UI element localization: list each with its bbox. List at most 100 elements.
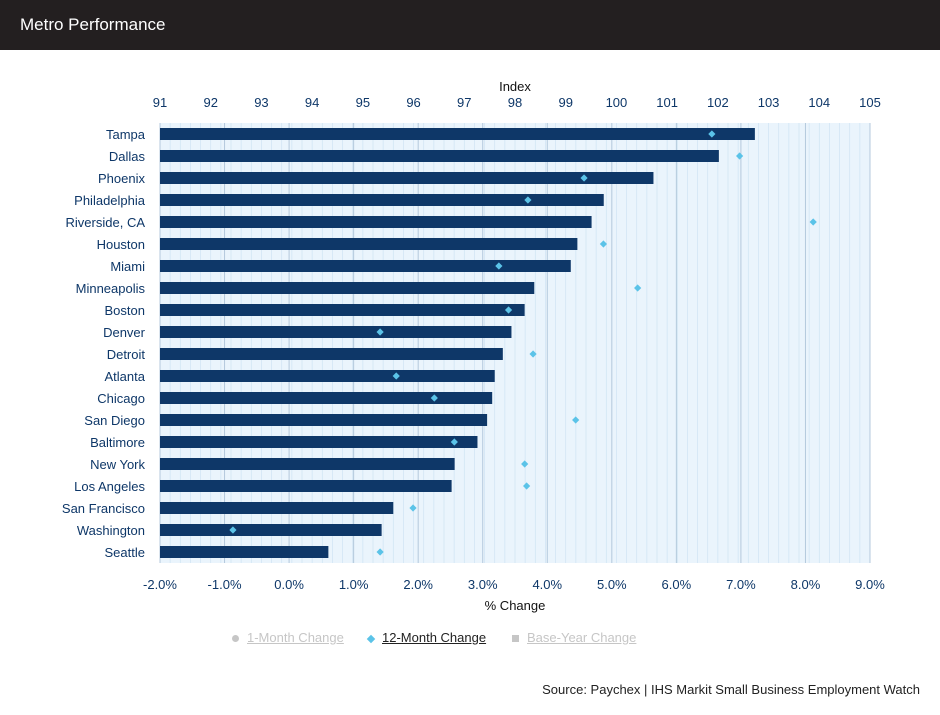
page-title: Metro Performance xyxy=(20,15,166,34)
metro-performance-chart: 91 92 93 94 95 96 97 98 99 100 101 102 103 104 105 Inde… xyxy=(62,79,885,613)
category-label: Minneapolis xyxy=(76,281,146,296)
12-month-change-marker xyxy=(599,240,608,248)
category-label: Atlanta xyxy=(105,369,146,384)
category-label: Detroit xyxy=(107,347,146,362)
index-bar xyxy=(160,392,493,404)
category-label: New York xyxy=(90,457,145,472)
chart-legend: 1-Month Change 12-Month Change Base-Year… xyxy=(0,630,940,650)
bottom-axis-tick-label: 5.0% xyxy=(597,577,627,592)
source-note: Source: Paychex | IHS Markit Small Busin… xyxy=(542,682,920,697)
12-month-change-marker xyxy=(529,350,537,358)
index-bar xyxy=(160,128,755,140)
top-axis-tick-label: 92 xyxy=(203,95,217,110)
12-month-change-marker xyxy=(523,482,531,490)
index-bar xyxy=(160,216,592,228)
bottom-axis-tick-label: -2.0% xyxy=(143,577,177,592)
legend-label: Base-Year Change xyxy=(527,630,637,645)
bottom-axis-tick-label: 8.0% xyxy=(791,577,821,592)
bottom-axis-tick-label: 4.0% xyxy=(532,577,562,592)
index-bar xyxy=(160,502,394,514)
index-bar xyxy=(160,238,578,250)
12-month-change-marker xyxy=(504,306,513,314)
category-label: Chicago xyxy=(97,391,145,406)
category-label: San Francisco xyxy=(62,501,145,516)
12-month-change-marker xyxy=(229,526,237,534)
12-month-change-marker xyxy=(524,196,532,204)
12-month-change-marker xyxy=(634,284,642,292)
top-axis-title: Index xyxy=(499,79,531,94)
bottom-axis-tick-label: 1.0% xyxy=(339,577,369,592)
category-label: Washington xyxy=(77,523,145,538)
index-bar xyxy=(160,194,604,206)
square-icon xyxy=(512,635,519,643)
legend-label: 1-Month Change xyxy=(247,630,344,645)
category-label: Miami xyxy=(110,259,145,274)
category-label: Riverside, CA xyxy=(66,215,146,230)
top-axis-tick-label: 101 xyxy=(656,95,678,110)
category-label: Los Angeles xyxy=(74,479,145,494)
bottom-axis-tick-label: 6.0% xyxy=(662,577,692,592)
index-bar xyxy=(160,480,452,492)
index-bar xyxy=(160,546,329,558)
legend-label: 12-Month Change xyxy=(382,630,487,645)
bottom-axis-tick-label: 9.0% xyxy=(855,577,885,592)
top-axis-tick-label: 93 xyxy=(254,95,268,110)
12-month-change-marker xyxy=(376,328,384,336)
index-bar xyxy=(160,524,382,536)
header-bar: Metro Performance xyxy=(0,0,940,50)
top-axis-tick-label: 105 xyxy=(859,95,881,110)
12-month-change-marker xyxy=(580,174,588,182)
bottom-axis-tick-label: 0.0% xyxy=(274,577,304,592)
top-axis-tick-label: 98 xyxy=(508,95,522,110)
12-month-change-marker xyxy=(430,394,438,402)
bottom-axis-tick-label: 7.0% xyxy=(726,577,756,592)
top-axis-tick-label: 97 xyxy=(457,95,471,110)
category-label: Philadelphia xyxy=(74,193,146,208)
12-month-change-marker xyxy=(572,416,580,424)
index-bar xyxy=(160,458,455,470)
index-bar xyxy=(160,414,488,426)
category-label: Baltimore xyxy=(90,435,145,450)
category-label: Seattle xyxy=(105,545,145,560)
12-month-change-marker xyxy=(376,548,384,556)
index-bar xyxy=(160,282,535,294)
top-axis-tick-label: 102 xyxy=(707,95,729,110)
top-axis-tick-label: 91 xyxy=(153,95,167,110)
category-label: Dallas xyxy=(109,149,146,164)
top-axis-tick-label: 100 xyxy=(606,95,628,110)
category-label: Phoenix xyxy=(98,171,145,186)
legend-base-year-change[interactable]: Base-Year Change xyxy=(512,630,636,645)
12-month-change-marker xyxy=(809,218,817,226)
index-bar xyxy=(160,370,495,382)
bottom-axis-tick-label: 3.0% xyxy=(468,577,498,592)
top-axis-tick-label: 94 xyxy=(305,95,319,110)
top-axis-tick-label: 103 xyxy=(758,95,780,110)
legend-12-month-change[interactable]: 12-Month Change xyxy=(366,630,487,645)
bottom-axis-tick-label: -1.0% xyxy=(208,577,242,592)
category-label: San Diego xyxy=(84,413,145,428)
index-bar xyxy=(160,172,654,184)
index-bar xyxy=(160,304,525,316)
index-bar xyxy=(160,436,478,448)
index-bar xyxy=(160,260,571,272)
12-month-change-marker xyxy=(708,130,716,138)
12-month-change-marker xyxy=(409,504,417,512)
index-bar xyxy=(160,326,512,338)
legend-1-month-change[interactable]: 1-Month Change xyxy=(232,630,344,645)
bottom-axis-title: % Change xyxy=(485,598,546,613)
12-month-change-marker xyxy=(736,152,744,160)
12-month-change-marker xyxy=(495,262,503,270)
index-bar xyxy=(160,348,503,360)
category-label: Denver xyxy=(103,325,146,340)
top-axis-tick-label: 104 xyxy=(808,95,830,110)
circle-icon xyxy=(232,635,239,643)
diamond-icon xyxy=(366,634,376,643)
top-axis-tick-label: 99 xyxy=(558,95,572,110)
bottom-axis-tick-label: 2.0% xyxy=(403,577,433,592)
category-label: Boston xyxy=(105,303,145,318)
12-month-change-marker xyxy=(521,460,529,468)
12-month-change-marker xyxy=(392,372,400,380)
category-label: Tampa xyxy=(106,127,146,142)
top-axis-tick-label: 96 xyxy=(406,95,420,110)
index-bar xyxy=(160,150,719,162)
